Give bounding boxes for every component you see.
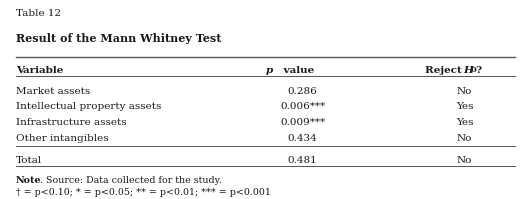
Text: Yes: Yes	[456, 102, 473, 111]
Text: 0: 0	[470, 66, 476, 74]
Text: Result of the Mann Whitney Test: Result of the Mann Whitney Test	[16, 33, 221, 44]
Text: 0.009***: 0.009***	[280, 118, 325, 127]
Text: value: value	[280, 66, 315, 75]
Text: Note: Note	[16, 176, 41, 184]
Text: Infrastructure assets: Infrastructure assets	[16, 118, 126, 127]
Text: No: No	[457, 156, 472, 165]
Text: † = p<0.10; * = p<0.05; ** = p<0.01; *** = p<0.001: † = p<0.10; * = p<0.05; ** = p<0.01; ***…	[16, 188, 271, 197]
Text: 0.481: 0.481	[288, 156, 318, 165]
Text: Reject: Reject	[425, 66, 465, 75]
Text: Market assets: Market assets	[16, 87, 90, 96]
Text: 0.434: 0.434	[288, 134, 318, 143]
Text: 0.286: 0.286	[288, 87, 318, 96]
Text: Yes: Yes	[456, 118, 473, 127]
Text: 0.006***: 0.006***	[280, 102, 325, 111]
Text: Table 12: Table 12	[16, 9, 61, 18]
Text: Intellectual property assets: Intellectual property assets	[16, 102, 161, 111]
Text: No: No	[457, 87, 472, 96]
Text: Other intangibles: Other intangibles	[16, 134, 108, 143]
Text: No: No	[457, 134, 472, 143]
Text: Variable: Variable	[16, 66, 63, 75]
Text: . Source: Data collected for the study.: . Source: Data collected for the study.	[40, 176, 222, 184]
Text: ?: ?	[475, 66, 482, 75]
Text: p: p	[266, 66, 273, 75]
Text: Total: Total	[16, 156, 42, 165]
Text: H: H	[463, 66, 473, 75]
